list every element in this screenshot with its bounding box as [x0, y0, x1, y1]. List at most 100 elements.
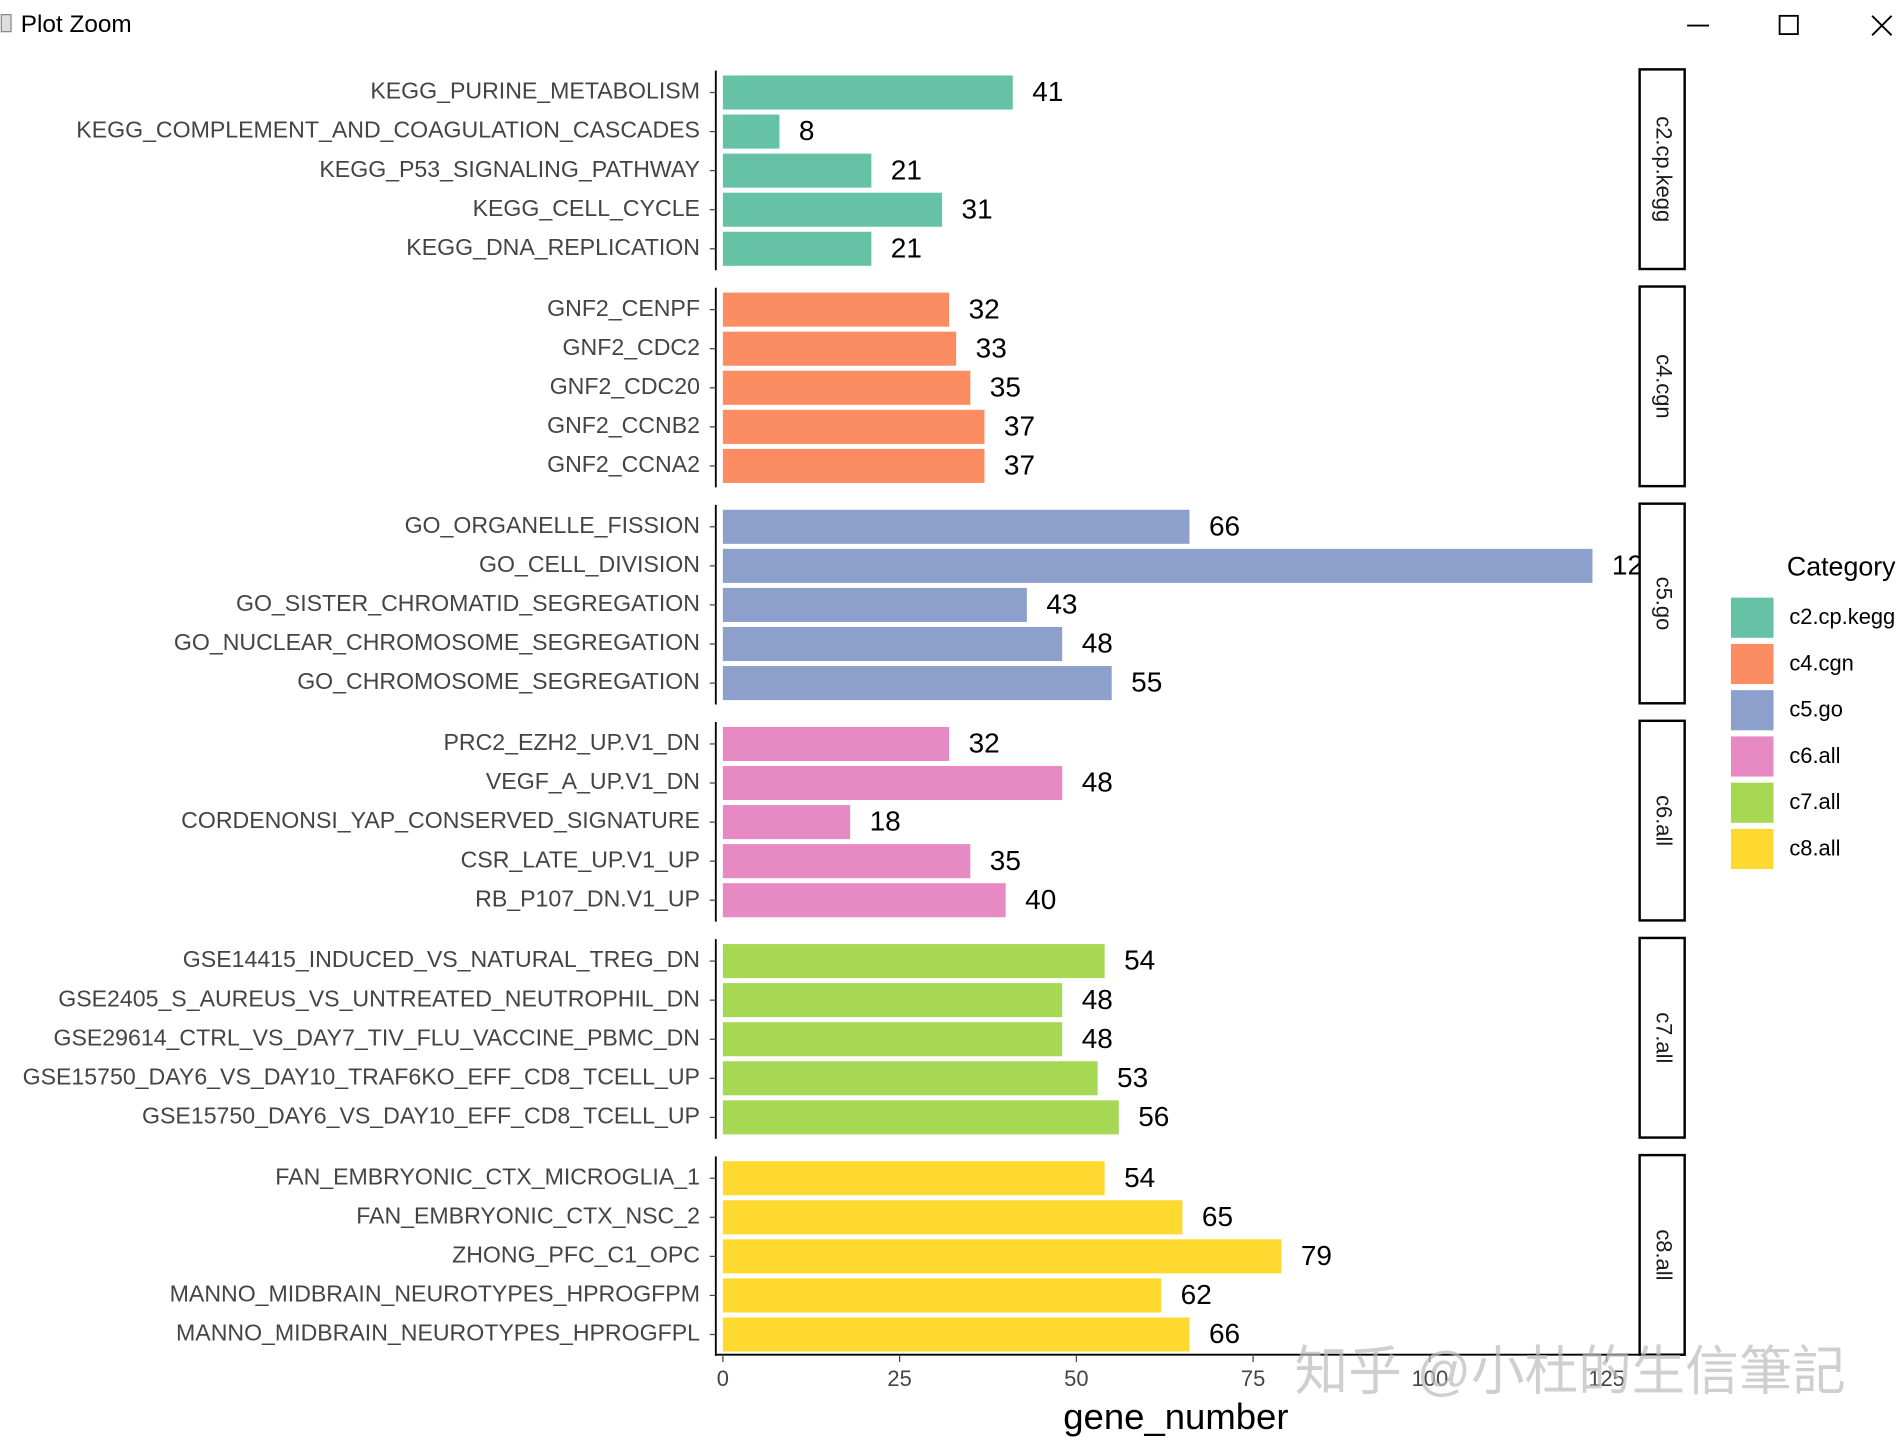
y-tick-label: KEGG_CELL_CYCLE — [473, 195, 700, 221]
bar — [722, 805, 851, 840]
bar — [722, 1317, 1190, 1352]
y-tick-label: FAN_EMBRYONIC_CTX_MICROGLIA_1 — [275, 1163, 700, 1189]
window-title: Plot Zoom — [21, 11, 132, 38]
y-tick-label: GSE15750_DAY6_VS_DAY10_TRAF6KO_EFF_CD8_T… — [23, 1063, 700, 1089]
x-tick-label: 75 — [1241, 1366, 1265, 1391]
legend-label: c5.go — [1789, 697, 1843, 722]
y-tick-label: MANNO_MIDBRAIN_NEUROTYPES_HPROGFPL — [176, 1320, 700, 1346]
y-tick-label: FAN_EMBRYONIC_CTX_NSC_2 — [356, 1202, 700, 1228]
y-tick-label: GSE29614_CTRL_VS_DAY7_TIV_FLU_VACCINE_PB… — [53, 1024, 699, 1050]
legend-label: c2.cp.kegg — [1789, 604, 1895, 629]
close-button[interactable] — [1871, 15, 1893, 36]
x-tick-label: 25 — [887, 1366, 911, 1391]
y-tick-label: VEGF_A_UP.V1_DN — [486, 768, 700, 794]
bar — [722, 370, 971, 405]
bar — [722, 448, 985, 483]
value-label: 56 — [1138, 1101, 1169, 1132]
bar — [722, 192, 943, 227]
value-label: 41 — [1032, 76, 1063, 107]
y-tick-label: PRC2_EZH2_UP.V1_DN — [444, 729, 700, 755]
y-tick-label: GNF2_CDC20 — [550, 373, 700, 399]
value-label: 32 — [969, 293, 1000, 324]
y-tick-label: GNF2_CCNA2 — [547, 451, 700, 477]
bar — [722, 548, 1593, 583]
value-label: 54 — [1124, 945, 1155, 976]
value-label: 66 — [1209, 1318, 1240, 1349]
value-label: 48 — [1082, 767, 1113, 798]
bar — [722, 292, 950, 327]
legend-key — [1730, 597, 1774, 638]
y-tick-label: KEGG_DNA_REPLICATION — [406, 234, 700, 260]
value-label: 48 — [1082, 628, 1113, 659]
value-label: 48 — [1082, 1023, 1113, 1054]
y-tick-label: ZHONG_PFC_C1_OPC — [452, 1241, 700, 1267]
bar — [722, 883, 1006, 918]
value-label: 37 — [1004, 410, 1035, 441]
value-label: 18 — [870, 806, 901, 837]
bar — [722, 626, 1063, 662]
value-label: 48 — [1082, 984, 1113, 1015]
y-tick-label: GSE2405_S_AUREUS_VS_UNTREATED_NEUTROPHIL… — [58, 985, 700, 1011]
facet-strip — [1638, 68, 1686, 271]
y-tick-label: GO_CHROMOSOME_SEGREGATION — [297, 668, 700, 694]
facet-label: c2.cp.kegg — [1651, 116, 1676, 222]
y-tick-label: GSE14415_INDUCED_VS_NATURAL_TREG_DN — [183, 946, 700, 972]
y-tick-label: GO_ORGANELLE_FISSION — [405, 512, 700, 538]
value-label: 65 — [1202, 1201, 1233, 1232]
value-label: 54 — [1124, 1162, 1155, 1193]
y-tick-label: GNF2_CENPF — [547, 295, 700, 321]
facet-strip — [1638, 285, 1686, 488]
y-tick-label: CORDENONSI_YAP_CONSERVED_SIGNATURE — [181, 807, 700, 833]
value-label: 21 — [891, 154, 922, 185]
value-label: 79 — [1301, 1240, 1332, 1271]
window-icon — [0, 13, 12, 33]
bar — [722, 153, 872, 188]
y-tick-label: KEGG_P53_SIGNALING_PATHWAY — [319, 156, 700, 182]
y-tick-label: RB_P107_DN.V1_UP — [475, 885, 700, 911]
value-label: 66 — [1209, 510, 1240, 541]
bar — [722, 1100, 1119, 1135]
y-tick-label: KEGG_COMPLEMENT_AND_COAGULATION_CASCADES — [76, 117, 700, 143]
facet-label: c4.cgn — [1651, 354, 1676, 419]
y-tick-label: GNF2_CCNB2 — [547, 412, 700, 438]
bar — [722, 983, 1063, 1018]
bar — [722, 944, 1105, 979]
watermark: 知乎 @小杜的生信筆記 — [1295, 1343, 1846, 1402]
x-axis-title: gene_number — [1063, 1396, 1288, 1437]
legend-key — [1730, 782, 1774, 823]
bar — [722, 1200, 1183, 1235]
y-tick-label: GO_CELL_DIVISION — [479, 551, 700, 577]
y-tick-label: GO_NUCLEAR_CHROMOSOME_SEGREGATION — [174, 629, 700, 655]
facet-strip — [1638, 719, 1686, 922]
facet-label: c5.go — [1651, 577, 1676, 631]
value-label: 35 — [990, 845, 1021, 876]
value-label: 37 — [1004, 450, 1035, 481]
x-tick-label: 0 — [717, 1366, 729, 1391]
facet-label: c7.all — [1651, 1012, 1676, 1063]
legend-title: Category — [1787, 551, 1896, 581]
value-label: 35 — [990, 371, 1021, 402]
facet-strip — [1638, 936, 1686, 1139]
value-label: 31 — [962, 193, 993, 224]
legend-label: c4.cgn — [1789, 650, 1854, 675]
y-tick-label: CSR_LATE_UP.V1_UP — [461, 846, 700, 872]
bars: 4182131213233353737661234348553248183540… — [722, 75, 1659, 1352]
value-label: 33 — [976, 332, 1007, 363]
y-tick-label: GSE15750_DAY6_VS_DAY10_EFF_CD8_TCELL_UP — [142, 1102, 700, 1128]
value-label: 32 — [969, 728, 1000, 759]
value-label: 43 — [1046, 589, 1077, 620]
bar — [722, 1061, 1098, 1096]
legend-label: c6.all — [1789, 743, 1840, 768]
bar — [722, 1278, 1162, 1313]
y-tick-label: KEGG_PURINE_METABOLISM — [370, 78, 700, 104]
bar — [722, 509, 1190, 544]
bar — [722, 231, 872, 266]
value-label: 62 — [1181, 1279, 1212, 1310]
y-tick-label: GO_SISTER_CHROMATID_SEGREGATION — [236, 590, 700, 616]
maximize-button[interactable] — [1778, 14, 1799, 35]
facet-strip — [1638, 1153, 1686, 1356]
value-label: 21 — [891, 232, 922, 263]
bar — [722, 1239, 1282, 1274]
legend-label: c7.all — [1789, 789, 1840, 814]
value-label: 123 — [1612, 549, 1659, 580]
